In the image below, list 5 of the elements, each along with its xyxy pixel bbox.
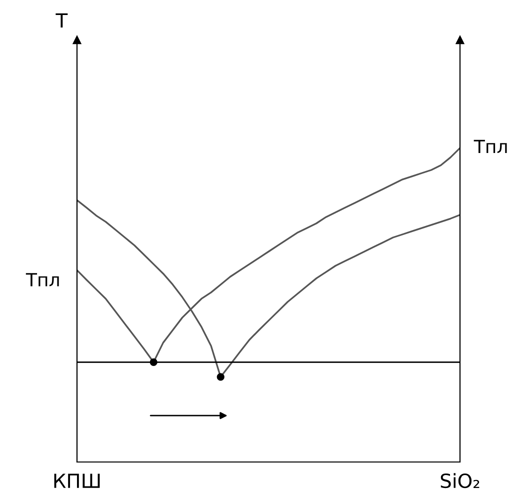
annotation: Tпл xyxy=(474,140,507,153)
x-tick-label: SiO₂ xyxy=(440,473,480,488)
x-tick-label: КПШ xyxy=(54,474,100,488)
text: T xyxy=(56,13,68,28)
annotation: Tпл xyxy=(26,273,59,286)
